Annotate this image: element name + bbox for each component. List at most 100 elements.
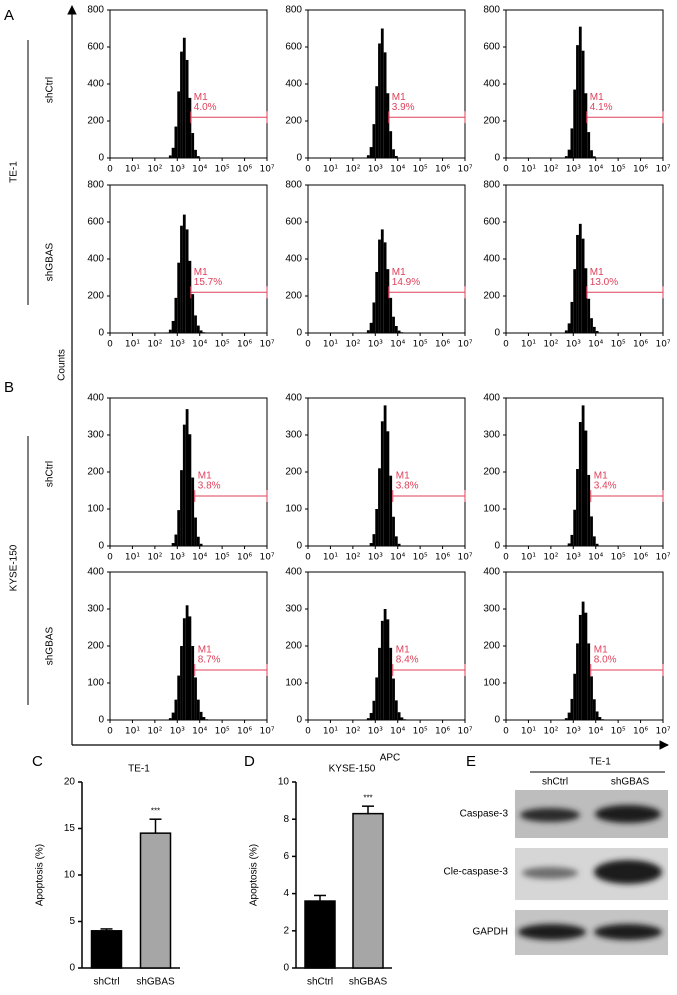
- histogram-bar: [595, 330, 599, 333]
- x-tick-label: 0: [503, 727, 509, 737]
- histogram-bar: [570, 534, 574, 546]
- histogram-bar: [168, 329, 172, 333]
- y-tick-label: 400: [285, 79, 302, 90]
- histogram-bar: [573, 673, 577, 720]
- x-tick-label: 10⁴: [390, 165, 405, 175]
- histogram-bar: [380, 229, 384, 333]
- x-tick-label: 0: [107, 340, 113, 350]
- y-tick-label: 10: [278, 777, 290, 788]
- y-tick-label: 200: [483, 467, 500, 478]
- x-tick-label: 10⁴: [390, 553, 405, 563]
- x-axis-label: APC: [380, 753, 401, 764]
- x-tick-label: 10⁵: [413, 165, 428, 175]
- histogram-bar: [576, 45, 579, 158]
- bar: [352, 812, 384, 969]
- histogram-bar: [174, 126, 178, 158]
- y-tick-label: 200: [87, 641, 104, 652]
- bar: [90, 930, 123, 969]
- x-tick-label: 10⁵: [215, 340, 230, 350]
- y-tick-label: 0: [296, 328, 302, 339]
- gate-label: 8.7%: [198, 655, 221, 666]
- x-tick-label: 10²: [147, 727, 162, 737]
- x-tick-label: 10⁷: [259, 340, 274, 350]
- y-tick-label: 0: [283, 963, 289, 974]
- lane-label: shGBAS: [611, 777, 650, 788]
- histogram-bar: [191, 646, 195, 720]
- histogram-bar: [386, 93, 390, 158]
- x-tick-label: 10⁶: [237, 165, 252, 175]
- x-tick-label: 0: [503, 553, 509, 563]
- histogram-bar: [581, 601, 585, 720]
- x-tick-label: 10⁴: [588, 553, 603, 563]
- y-axis-label: Apoptosis (%): [35, 844, 46, 906]
- x-tick-label: 10³: [170, 727, 185, 737]
- x-tick-label: 10⁶: [237, 340, 252, 350]
- y-tick-label: 600: [285, 42, 302, 53]
- x-tick-label: 10⁴: [390, 340, 405, 350]
- histogram-bar: [171, 320, 175, 333]
- gate-name: M1: [590, 267, 604, 278]
- histogram-bar: [199, 543, 203, 546]
- x-tick-label: 10¹: [323, 553, 338, 563]
- x-tick-label: 10⁷: [655, 340, 670, 350]
- y-tick-label: 0: [296, 541, 302, 552]
- gate-label: 14.9%: [392, 277, 420, 288]
- x-tick-label: 10¹: [125, 553, 140, 563]
- histogram-bar: [372, 302, 376, 333]
- y-tick-label: 0: [98, 328, 104, 339]
- y-tick-label: 0: [494, 715, 500, 726]
- x-tick-label: 10²: [147, 340, 162, 350]
- histogram-bar: [174, 534, 178, 546]
- histogram-bar: [188, 616, 192, 720]
- histogram-bar: [180, 470, 183, 546]
- y-tick-label: 400: [285, 393, 302, 404]
- histogram-bar: [573, 269, 577, 333]
- gate-name: M1: [198, 645, 212, 656]
- blot-band: [594, 924, 662, 940]
- histogram-bar: [369, 543, 373, 546]
- histogram-bar: [194, 677, 197, 720]
- x-tick-label: 10²: [345, 165, 360, 175]
- gate-label: 8.0%: [594, 655, 617, 666]
- x-tick-label: 10⁷: [457, 727, 472, 737]
- histogram-bar: [386, 619, 390, 720]
- blot-band: [595, 805, 661, 823]
- x-tick-label: 10⁴: [192, 553, 207, 563]
- y-axis-label: Apoptosis (%): [249, 844, 260, 906]
- histogram-bar: [578, 422, 582, 546]
- x-tick-label: 10⁴: [192, 727, 207, 737]
- histogram-bar: [590, 516, 593, 546]
- blot-row-label: GAPDH: [472, 927, 508, 938]
- x-tick-label: 10³: [566, 727, 581, 737]
- x-tick-label: 10¹: [521, 340, 536, 350]
- histogram-bar: [397, 712, 401, 720]
- x-tick-label: shGBAS: [136, 977, 175, 988]
- y-tick-label: 200: [87, 467, 104, 478]
- histogram-bar: [595, 711, 599, 720]
- gate-label: 4.0%: [194, 102, 217, 113]
- y-tick-label: 200: [285, 467, 302, 478]
- histogram-bar: [397, 543, 401, 546]
- annotation: ***: [151, 806, 160, 815]
- histogram-bar: [570, 698, 574, 720]
- histogram-bar: [369, 147, 373, 158]
- histogram-bar: [584, 268, 588, 333]
- histogram-bar: [366, 718, 370, 720]
- y-tick-label: 2: [283, 925, 289, 936]
- x-tick-label: 0: [107, 553, 113, 563]
- x-tick-label: 10⁶: [435, 553, 450, 563]
- x-tick-label: 10⁶: [435, 727, 450, 737]
- histogram-bar: [168, 718, 172, 720]
- gate-name: M1: [396, 471, 410, 482]
- x-tick-label: 0: [107, 727, 113, 737]
- histogram-bar: [383, 52, 387, 158]
- blot-title: TE-1: [589, 757, 611, 768]
- row-label: shCtrl: [45, 77, 56, 103]
- panel-label: E: [466, 753, 476, 770]
- y-tick-label: 300: [87, 430, 104, 441]
- annotation: ***: [363, 793, 372, 802]
- histogram-bar: [188, 434, 192, 546]
- x-tick-label: 10⁷: [457, 553, 472, 563]
